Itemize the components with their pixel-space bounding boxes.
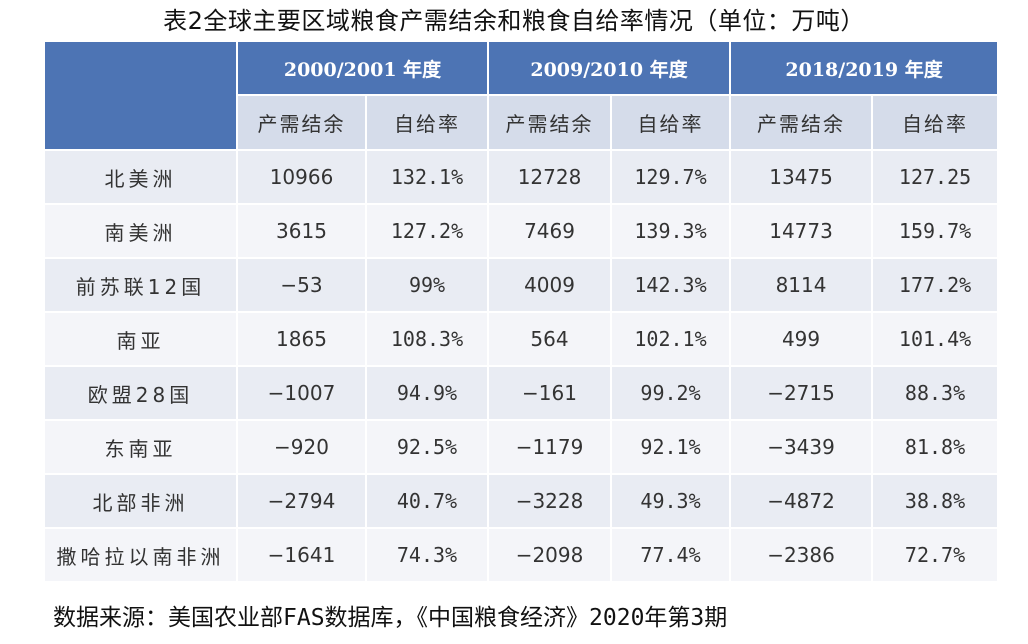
balance-cell: 12728: [487, 149, 613, 205]
balance-cell: −2386: [729, 527, 874, 583]
ratio-cell: 159.7%: [871, 203, 1000, 259]
balance-cell: −3228: [487, 473, 613, 529]
balance-cell: −1641: [236, 527, 367, 583]
balance-cell: 564: [487, 311, 613, 367]
table-row: 欧盟28国 −1007 94.9% −161 99.2% −2715 88.3%: [43, 365, 1000, 421]
region-cell: 北美洲: [43, 149, 238, 205]
ratio-cell: 142.3%: [610, 257, 732, 313]
region-cell: 撒哈拉以南非洲: [43, 527, 238, 583]
ratio-cell: 102.1%: [610, 311, 732, 367]
balance-cell: 14773: [729, 203, 874, 259]
balance-cell: 4009: [487, 257, 613, 313]
balance-cell: 1865: [236, 311, 367, 367]
balance-cell: −4872: [729, 473, 874, 529]
metric-header-self-sufficiency: 自给率: [610, 94, 732, 151]
balance-cell: 13475: [729, 149, 874, 205]
table-row: 北美洲 10966 132.1% 12728 129.7% 13475 127.…: [43, 149, 1000, 205]
metric-header-balance: 产需结余: [487, 94, 613, 151]
balance-cell: −1007: [236, 365, 367, 421]
region-cell: 东南亚: [43, 419, 238, 475]
ratio-cell: 92.1%: [610, 419, 732, 475]
balance-cell: −2794: [236, 473, 367, 529]
ratio-cell: 101.4%: [871, 311, 1000, 367]
ratio-cell: 177.2%: [871, 257, 1000, 313]
table-row: 东南亚 −920 92.5% −1179 92.1% −3439 81.8%: [43, 419, 1000, 475]
period-header-row: 2000/2001 年度 2009/2010 年度 2018/2019 年度: [43, 40, 1000, 151]
balance-cell: −920: [236, 419, 367, 475]
ratio-cell: 88.3%: [871, 365, 1000, 421]
ratio-cell: 38.8%: [871, 473, 1000, 529]
table-row: 北部非洲 −2794 40.7% −3228 49.3% −4872 38.8%: [43, 473, 1000, 529]
period-header: 2009/2010 年度: [487, 40, 732, 96]
metric-header-row: 产需结余 自给率 产需结余 自给率 产需结余 自给率: [44, 94, 1000, 151]
region-cell: 南美洲: [43, 203, 238, 259]
ratio-cell: 74.3%: [364, 527, 490, 583]
balance-cell: 7469: [487, 203, 613, 259]
region-cell: 前苏联12国: [43, 257, 238, 313]
ratio-cell: 72.7%: [871, 527, 1000, 583]
region-cell: 北部非洲: [43, 473, 238, 529]
balance-cell: 499: [729, 311, 874, 367]
ratio-cell: 92.5%: [364, 419, 490, 475]
ratio-cell: 40.7%: [364, 473, 490, 529]
ratio-cell: 94.9%: [364, 365, 490, 421]
source-note: 数据来源：美国农业部FAS数据库，《中国粮食经济》2020年第3期: [53, 605, 728, 631]
grain-balance-table: 2000/2001 年度 2009/2010 年度 2018/2019 年度 产…: [43, 40, 1000, 583]
metric-header-self-sufficiency: 自给率: [871, 94, 1000, 151]
ratio-cell: 99%: [364, 257, 490, 313]
metric-header-balance: 产需结余: [236, 94, 367, 151]
ratio-cell: 127.25: [871, 149, 1000, 205]
balance-cell: −2098: [487, 527, 613, 583]
corner-header-cell: [43, 40, 238, 151]
region-cell: 欧盟28国: [43, 365, 238, 421]
ratio-cell: 81.8%: [871, 419, 1000, 475]
ratio-cell: 129.7%: [610, 149, 732, 205]
metric-header-self-sufficiency: 自给率: [364, 94, 490, 151]
table-row: 南亚 1865 108.3% 564 102.1% 499 101.4%: [43, 311, 1000, 367]
ratio-cell: 132.1%: [364, 149, 490, 205]
balance-cell: −2715: [729, 365, 874, 421]
ratio-cell: 127.2%: [364, 203, 490, 259]
balance-cell: −1179: [487, 419, 613, 475]
ratio-cell: 108.3%: [364, 311, 490, 367]
balance-cell: 10966: [236, 149, 367, 205]
ratio-cell: 99.2%: [610, 365, 732, 421]
metric-header-balance: 产需结余: [729, 94, 874, 151]
table-title: 表2全球主要区域粮食产需结余和粮食自给率情况（单位：万吨）: [163, 7, 865, 35]
ratio-cell: 139.3%: [610, 203, 732, 259]
balance-cell: −161: [487, 365, 613, 421]
ratio-cell: 49.3%: [610, 473, 732, 529]
ratio-cell: 77.4%: [610, 527, 732, 583]
period-header: 2018/2019 年度: [729, 40, 1000, 96]
balance-cell: −3439: [729, 419, 874, 475]
table-row: 南美洲 3615 127.2% 7469 139.3% 14773 159.7%: [43, 203, 1000, 259]
balance-cell: 8114: [729, 257, 874, 313]
balance-cell: 3615: [236, 203, 367, 259]
table-row: 撒哈拉以南非洲 −1641 74.3% −2098 77.4% −2386 72…: [43, 527, 1000, 583]
region-cell: 南亚: [43, 311, 238, 367]
table-row: 前苏联12国 −53 99% 4009 142.3% 8114 177.2%: [43, 257, 1000, 313]
period-header: 2000/2001 年度: [235, 40, 490, 96]
balance-cell: −53: [236, 257, 367, 313]
